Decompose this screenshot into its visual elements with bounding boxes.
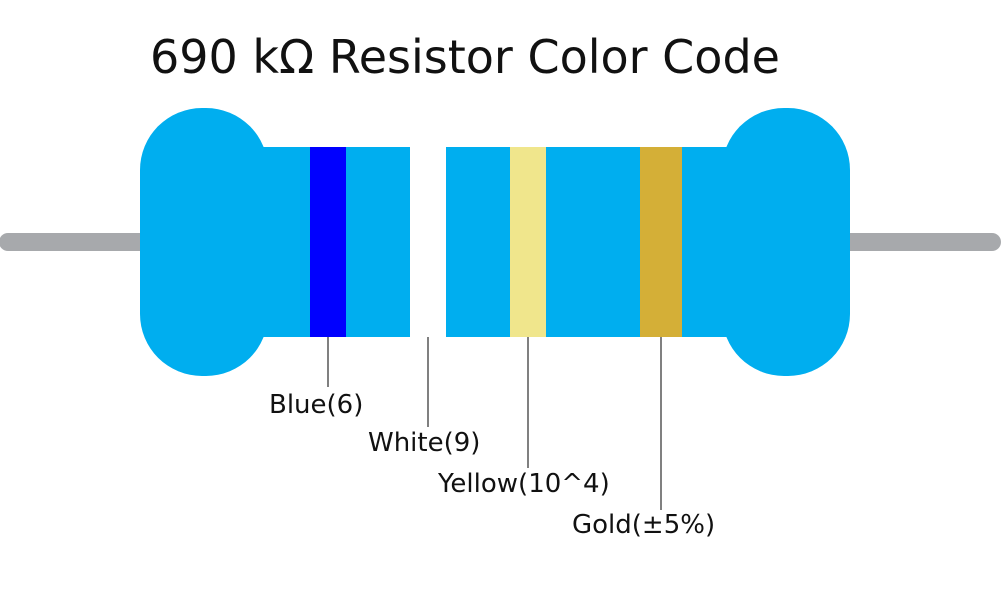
band-label-white: White(9): [368, 428, 481, 458]
resistor-body: [140, 108, 850, 376]
page-title: 690 kΩ Resistor Color Code: [150, 30, 780, 84]
band-label-gold: Gold(±5%): [572, 510, 716, 540]
band-label-yellow: Yellow(10^4): [438, 469, 610, 499]
band-label-blue: Blue(6): [269, 390, 364, 420]
right-end-cap: [722, 108, 850, 376]
band-4-gold: [640, 147, 682, 337]
band-1-blue: [310, 147, 346, 337]
band-2-white: [410, 147, 446, 337]
band-3-yellow: [510, 147, 546, 337]
left-end-cap: [140, 108, 268, 376]
